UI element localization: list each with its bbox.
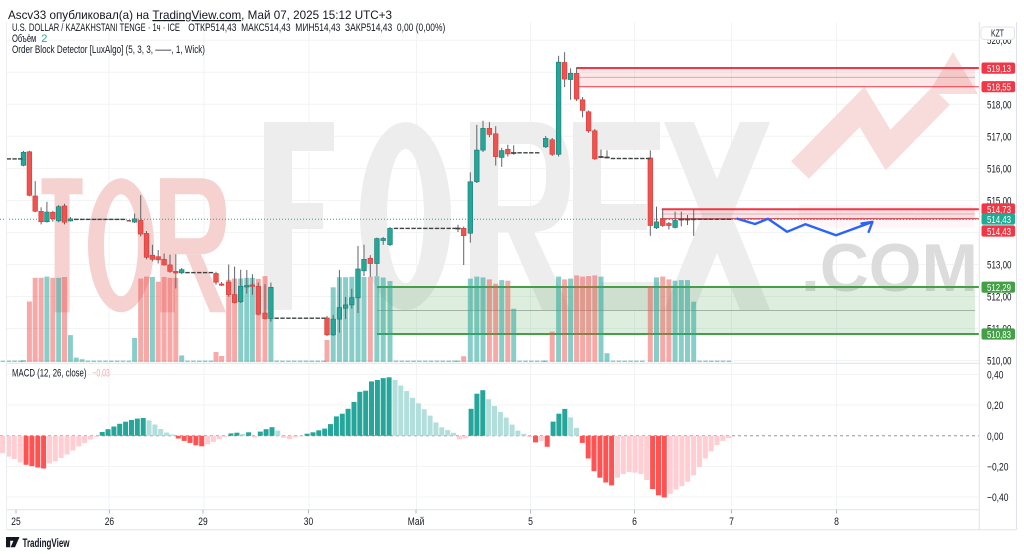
svg-text:0,20: 0,20 xyxy=(987,400,1003,412)
svg-text:Объём: Объём xyxy=(12,33,36,45)
svg-text:MACD (12, 26, close): MACD (12, 26, close) xyxy=(12,368,87,380)
svg-text:510,83: 510,83 xyxy=(987,329,1011,341)
svg-text:512,00: 512,00 xyxy=(987,292,1012,304)
svg-text:25: 25 xyxy=(11,516,20,528)
svg-text:29: 29 xyxy=(198,516,207,528)
svg-text:5: 5 xyxy=(528,516,533,528)
svg-text:7: 7 xyxy=(729,516,734,528)
svg-text:2: 2 xyxy=(41,33,47,45)
svg-text:6: 6 xyxy=(632,516,637,528)
svg-text:517,00: 517,00 xyxy=(987,131,1012,143)
svg-text:510,00: 510,00 xyxy=(987,356,1012,368)
svg-text:0,00: 0,00 xyxy=(987,431,1003,443)
svg-text:−0,40: −0,40 xyxy=(987,492,1009,504)
svg-text:512,29: 512,29 xyxy=(987,282,1011,294)
svg-text:Order Block Detector [LuxAlgo]: Order Block Detector [LuxAlgo] (5, 3, 3,… xyxy=(12,44,205,56)
svg-text:U.S. DOLLAR / KAZAKHSTANI TENG: U.S. DOLLAR / KAZAKHSTANI TENGE · 1ч · I… xyxy=(12,22,180,34)
svg-text:Ascv33 опубликовал(а) на Tradi: Ascv33 опубликовал(а) на TradingView.com… xyxy=(8,8,392,22)
svg-text:TradingView: TradingView xyxy=(23,538,70,550)
svg-text:519,13: 519,13 xyxy=(987,63,1011,75)
svg-text:Май: Май xyxy=(408,516,425,528)
svg-text:518,55: 518,55 xyxy=(987,82,1011,94)
svg-text:513,00: 513,00 xyxy=(987,259,1012,271)
svg-text:26: 26 xyxy=(105,516,114,528)
svg-text:514,73: 514,73 xyxy=(987,204,1011,216)
svg-text:514,43: 514,43 xyxy=(987,214,1011,226)
svg-text:8: 8 xyxy=(834,516,839,528)
svg-text:0,40: 0,40 xyxy=(987,370,1003,382)
svg-text:514,43: 514,43 xyxy=(987,226,1011,238)
svg-text:.COM: .COM xyxy=(801,230,978,306)
svg-text:516,00: 516,00 xyxy=(987,163,1012,175)
svg-text:30: 30 xyxy=(304,516,313,528)
svg-text:ОТКР514,43 МАКС514,43 МИН514: ОТКР514,43 МАКС514,43 МИН514,43 ЗАКР514,… xyxy=(188,22,445,34)
svg-text:−0,20: −0,20 xyxy=(987,461,1009,473)
svg-text:−0,03: −0,03 xyxy=(92,368,110,380)
svg-text:518,00: 518,00 xyxy=(987,99,1012,111)
svg-text:KZT: KZT xyxy=(991,29,1004,40)
